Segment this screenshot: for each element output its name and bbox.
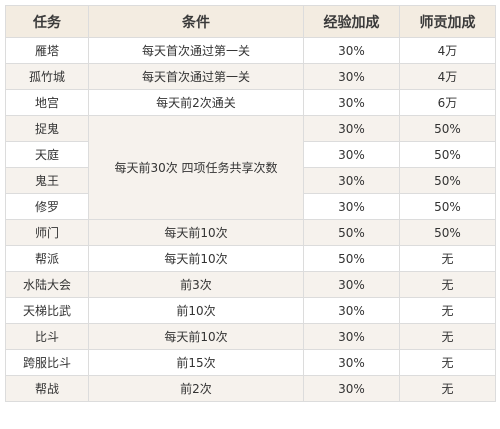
table-row: 师门 每天前10次 50% 50% — [5, 219, 496, 246]
task-cell: 捉鬼 — [5, 115, 89, 142]
task-cell: 师门 — [5, 219, 89, 246]
contrib-bonus-cell: 无 — [399, 323, 496, 350]
table-row: 跨服比斗 前15次 30% 无 — [5, 349, 496, 376]
table-row: 捉鬼 每天前30次 四项任务共享次数 30% 50% — [5, 115, 496, 220]
header-task: 任务 — [5, 5, 89, 38]
contrib-bonus-cell: 4万 — [399, 37, 496, 64]
exp-bonus-cell: 30% — [303, 271, 400, 298]
task-cell: 地宫 — [5, 89, 89, 116]
contrib-bonus-cell: 6万 — [399, 89, 496, 116]
task-cell: 孤竹城 — [5, 63, 89, 90]
header-row: 任务 条件 经验加成 师贡加成 — [5, 5, 496, 38]
condition-cell: 每天前10次 — [88, 219, 304, 246]
task-cell: 天梯比武 — [5, 297, 89, 324]
contrib-bonus-cell: 4万 — [399, 63, 496, 90]
exp-bonus-cell: 30% — [303, 115, 400, 142]
condition-cell: 每天前10次 — [88, 245, 304, 272]
task-cell: 雁塔 — [5, 37, 89, 64]
exp-bonus-cell: 30% — [303, 37, 400, 64]
contrib-bonus-cell: 无 — [399, 245, 496, 272]
condition-cell: 每天首次通过第一关 — [88, 63, 304, 90]
task-cell: 修罗 — [5, 193, 89, 220]
table-row: 帮战 前2次 30% 无 — [5, 375, 496, 402]
task-cell: 水陆大会 — [5, 271, 89, 298]
exp-bonus-cell: 30% — [303, 349, 400, 376]
exp-bonus-cell: 30% — [303, 297, 400, 324]
exp-bonus-cell: 30% — [303, 89, 400, 116]
condition-cell: 前2次 — [88, 375, 304, 402]
task-cell: 鬼王 — [5, 167, 89, 194]
table-row: 比斗 每天前10次 30% 无 — [5, 323, 496, 350]
task-cell: 帮战 — [5, 375, 89, 402]
exp-bonus-cell: 30% — [303, 375, 400, 402]
exp-bonus-cell: 30% — [303, 63, 400, 90]
table-row: 天庭 30% 50% — [5, 141, 496, 168]
table-row: 孤竹城 每天首次通过第一关 30% 4万 — [5, 63, 496, 90]
contrib-bonus-cell: 无 — [399, 271, 496, 298]
exp-bonus-cell: 30% — [303, 193, 400, 220]
condition-cell: 每天首次通过第一关 — [88, 37, 304, 64]
table-row: 修罗 30% 50% — [5, 193, 496, 220]
task-cell: 跨服比斗 — [5, 349, 89, 376]
exp-bonus-cell: 50% — [303, 219, 400, 246]
condition-cell: 每天前10次 — [88, 323, 304, 350]
condition-cell: 每天前2次通关 — [88, 89, 304, 116]
contrib-bonus-cell: 50% — [399, 219, 496, 246]
exp-bonus-cell: 30% — [303, 167, 400, 194]
contrib-bonus-cell: 50% — [399, 141, 496, 168]
header-condition: 条件 — [88, 5, 304, 38]
table-row: 水陆大会 前3次 30% 无 — [5, 271, 496, 298]
condition-cell: 前15次 — [88, 349, 304, 376]
task-cell: 天庭 — [5, 141, 89, 168]
condition-cell: 前3次 — [88, 271, 304, 298]
exp-bonus-cell: 50% — [303, 245, 400, 272]
header-contrib-bonus: 师贡加成 — [399, 5, 496, 38]
condition-cell: 前10次 — [88, 297, 304, 324]
exp-bonus-cell: 30% — [303, 141, 400, 168]
table-row: 雁塔 每天首次通过第一关 30% 4万 — [5, 37, 496, 64]
table-row: 鬼王 30% 50% — [5, 167, 496, 194]
table-row: 帮派 每天前10次 50% 无 — [5, 245, 496, 272]
task-bonus-table: 任务 条件 经验加成 师贡加成 雁塔 每天首次通过第一关 30% 4万 孤竹城 … — [5, 5, 496, 402]
task-cell: 帮派 — [5, 245, 89, 272]
table-row: 天梯比武 前10次 30% 无 — [5, 297, 496, 324]
contrib-bonus-cell: 无 — [399, 297, 496, 324]
exp-bonus-cell: 30% — [303, 323, 400, 350]
contrib-bonus-cell: 无 — [399, 349, 496, 376]
header-exp-bonus: 经验加成 — [303, 5, 400, 38]
task-cell: 比斗 — [5, 323, 89, 350]
contrib-bonus-cell: 50% — [399, 167, 496, 194]
condition-cell-merged: 每天前30次 四项任务共享次数 — [88, 115, 304, 220]
contrib-bonus-cell: 50% — [399, 193, 496, 220]
table-row: 地宫 每天前2次通关 30% 6万 — [5, 89, 496, 116]
contrib-bonus-cell: 50% — [399, 115, 496, 142]
contrib-bonus-cell: 无 — [399, 375, 496, 402]
